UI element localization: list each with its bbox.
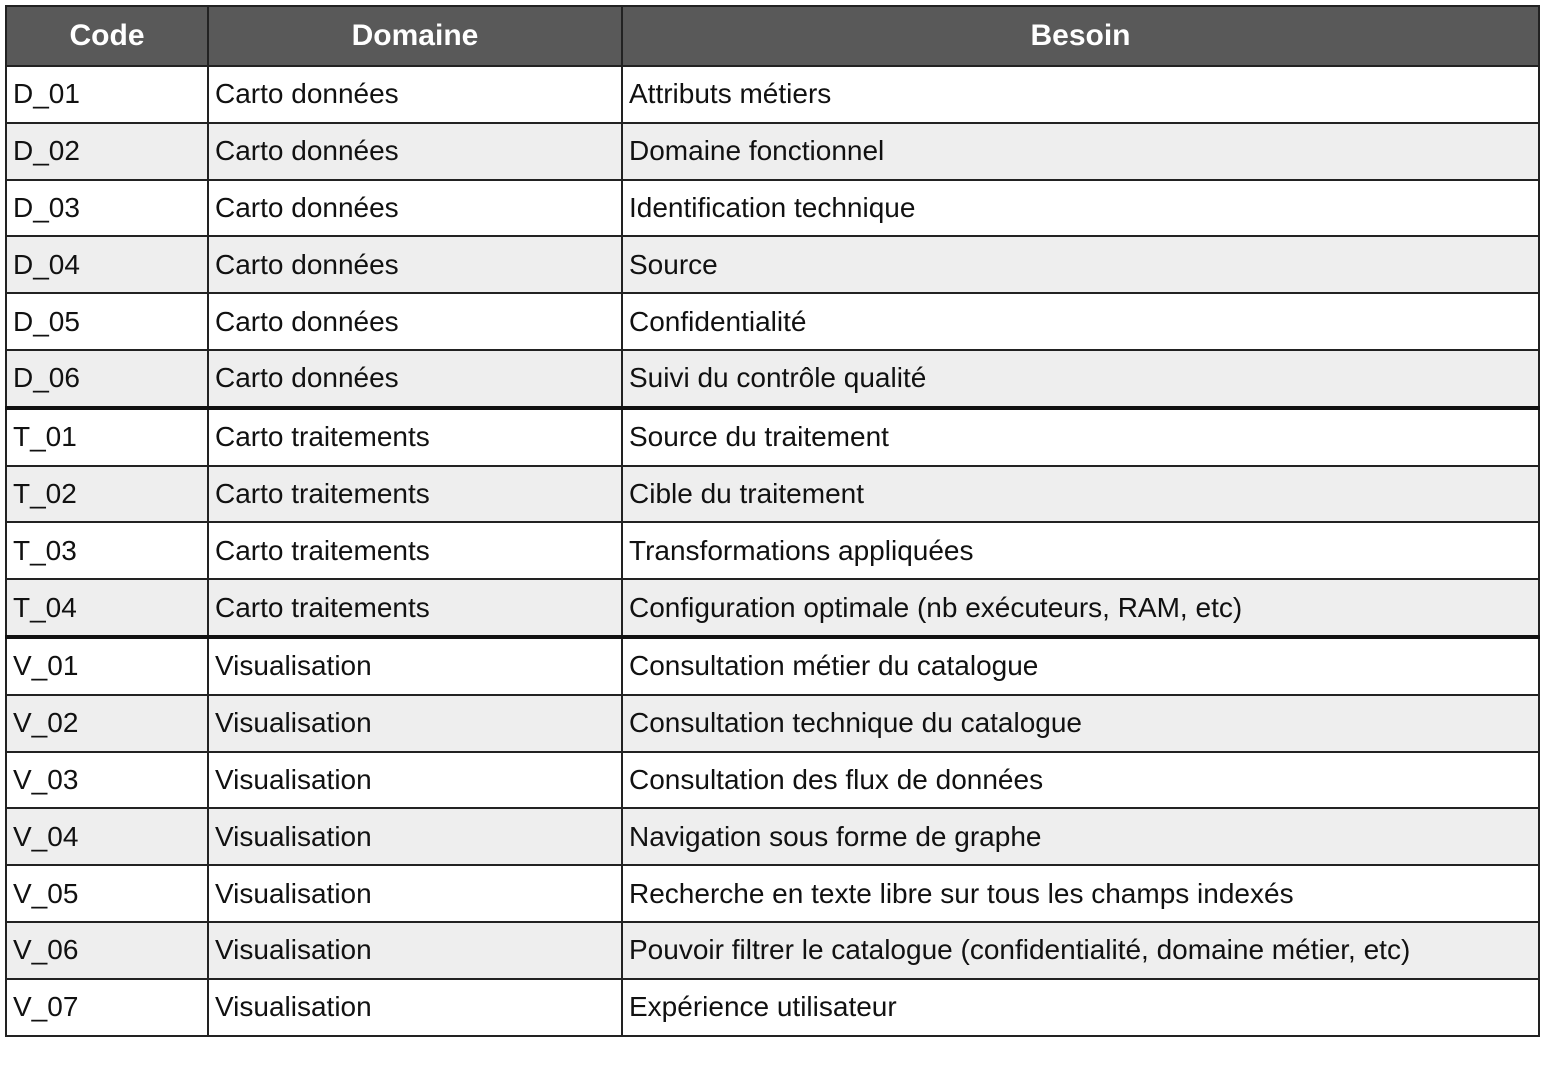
- code-cell: V_04: [5, 807, 209, 867]
- column-header: Besoin: [621, 5, 1540, 67]
- code-cell: V_03: [5, 750, 209, 810]
- domain-cell: Visualisation: [207, 807, 623, 867]
- code-cell: D_01: [5, 65, 209, 124]
- table-row: V_05 Visualisation Recherche en texte libr…: [5, 864, 1540, 923]
- domain-cell: Visualisation: [207, 693, 623, 753]
- table-row: D_02 Carto données Domaine fonctionnel: [5, 121, 1540, 181]
- code-cell: D_05: [5, 292, 209, 351]
- need-cell: Domaine fonctionnel: [621, 121, 1540, 181]
- table-row: T_03 Carto traitements Transformations app…: [5, 521, 1540, 581]
- need-cell: Consultation technique du catalogue: [621, 693, 1540, 753]
- code-cell: D_02: [5, 121, 209, 181]
- need-cell: Cible du traitement: [621, 464, 1540, 524]
- column-header: Code: [5, 5, 209, 67]
- code-cell: D_03: [5, 178, 209, 238]
- table-row: V_03 Visualisation Consultation des flux d…: [5, 750, 1540, 810]
- domain-cell: Carto données: [207, 235, 623, 295]
- domain-cell: Visualisation: [207, 864, 623, 923]
- table-row: D_06 Carto données Suivi du contrôle quali…: [5, 348, 1540, 410]
- need-cell: Configuration optimale (nb exécuteurs, R…: [621, 578, 1540, 639]
- domain-cell: Visualisation: [207, 750, 623, 810]
- table-row: V_02 Visualisation Consultation technique …: [5, 693, 1540, 753]
- domain-cell: Visualisation: [207, 977, 623, 1037]
- table-row: T_04 Carto traitements Configuration optim…: [5, 578, 1540, 639]
- need-cell: Recherche en texte libre sur tous les ch…: [621, 864, 1540, 923]
- table-row: V_04 Visualisation Navigation sous forme d…: [5, 807, 1540, 867]
- domain-cell: Carto données: [207, 348, 623, 410]
- domain-cell: Carto données: [207, 121, 623, 181]
- need-cell: Source du traitement: [621, 406, 1540, 467]
- code-cell: V_07: [5, 977, 209, 1037]
- domain-cell: Visualisation: [207, 635, 623, 696]
- table-header: Code Domaine Besoin: [5, 5, 1540, 67]
- need-cell: Identification technique: [621, 178, 1540, 238]
- code-cell: V_02: [5, 693, 209, 753]
- domain-cell: Carto traitements: [207, 521, 623, 581]
- need-cell: Suivi du contrôle qualité: [621, 348, 1540, 410]
- domain-cell: Carto données: [207, 292, 623, 351]
- need-cell: Consultation métier du catalogue: [621, 635, 1540, 696]
- table-row: D_01 Carto données Attributs métiers: [5, 65, 1540, 124]
- need-cell: Source: [621, 235, 1540, 295]
- need-cell: Consultation des flux de données: [621, 750, 1540, 810]
- domain-cell: Carto traitements: [207, 464, 623, 524]
- code-cell: V_05: [5, 864, 209, 923]
- code-cell: T_03: [5, 521, 209, 581]
- code-cell: D_04: [5, 235, 209, 295]
- need-cell: Confidentialité: [621, 292, 1540, 351]
- domain-cell: Carto traitements: [207, 578, 623, 639]
- table-row: D_03 Carto données Identification techniqu…: [5, 178, 1540, 238]
- column-header: Domaine: [207, 5, 623, 67]
- table-row: V_07 Visualisation Expérience utilisateur: [5, 977, 1540, 1037]
- table-row: V_06 Visualisation Pouvoir filtrer le cata…: [5, 920, 1540, 980]
- table-row: T_02 Carto traitements Cible du traitement: [5, 464, 1540, 524]
- table-body: D_01 Carto données Attributs métiers D_02 Ca…: [5, 65, 1540, 1037]
- table-row: D_04 Carto données Source: [5, 235, 1540, 295]
- requirements-table: Code Domaine Besoin D_01 Carto données Attri…: [5, 5, 1540, 1037]
- domain-cell: Carto données: [207, 178, 623, 238]
- code-cell: D_06: [5, 348, 209, 410]
- code-cell: V_06: [5, 920, 209, 980]
- code-cell: T_04: [5, 578, 209, 639]
- table-row: D_05 Carto données Confidentialité: [5, 292, 1540, 351]
- need-cell: Pouvoir filtrer le catalogue (confidenti…: [621, 920, 1540, 980]
- need-cell: Transformations appliquées: [621, 521, 1540, 581]
- code-cell: V_01: [5, 635, 209, 696]
- code-cell: T_02: [5, 464, 209, 524]
- code-cell: T_01: [5, 406, 209, 467]
- need-cell: Attributs métiers: [621, 65, 1540, 124]
- table-row: V_01 Visualisation Consultation métier du …: [5, 635, 1540, 696]
- domain-cell: Carto données: [207, 65, 623, 124]
- domain-cell: Carto traitements: [207, 406, 623, 467]
- domain-cell: Visualisation: [207, 920, 623, 980]
- need-cell: Navigation sous forme de graphe: [621, 807, 1540, 867]
- header-row: Code Domaine Besoin: [5, 5, 1540, 67]
- table-row: T_01 Carto traitements Source du traitemen…: [5, 406, 1540, 467]
- need-cell: Expérience utilisateur: [621, 977, 1540, 1037]
